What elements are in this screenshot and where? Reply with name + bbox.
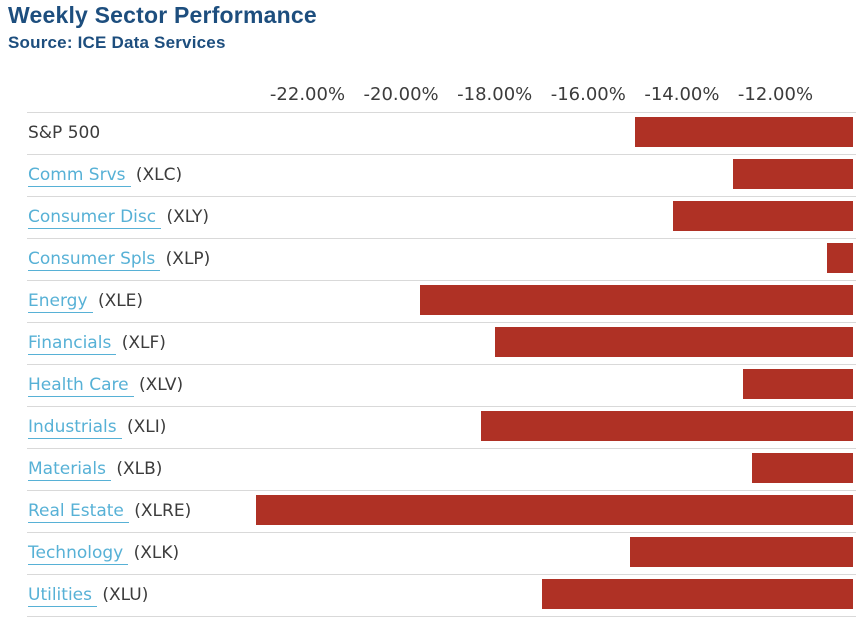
sector-ticker: (XLF) — [121, 333, 166, 353]
sector-row: Consumer Disc (XLY) — [27, 196, 856, 238]
performance-bar — [419, 285, 853, 315]
sector-row: Materials (XLB) — [27, 448, 856, 490]
sector-ticker: (XLB) — [116, 459, 163, 479]
sector-link[interactable]: Consumer Disc — [28, 207, 162, 229]
sector-row: Energy (XLE) — [27, 280, 856, 322]
sector-label: Industrials (XLI) — [28, 407, 166, 448]
sector-link[interactable]: Comm Srvs — [28, 165, 131, 187]
sector-label: Comm Srvs (XLC) — [28, 155, 182, 196]
sector-link[interactable]: Technology — [28, 543, 129, 565]
sector-ticker: (XLV) — [139, 375, 184, 395]
source-line: Source: ICE Data Services — [8, 33, 226, 52]
performance-bar — [742, 369, 853, 399]
sector-link[interactable]: Industrials — [28, 417, 122, 439]
sector-name: S&P 500 — [28, 123, 101, 143]
sector-row: Consumer Spls (XLP) — [27, 238, 856, 280]
sector-link[interactable]: Utilities — [28, 585, 97, 607]
sector-link[interactable]: Real Estate — [28, 501, 129, 523]
sector-label: Utilities (XLU) — [28, 575, 148, 616]
sector-link[interactable]: Materials — [28, 459, 111, 481]
sector-ticker: (XLY) — [166, 207, 210, 227]
performance-bar — [672, 201, 853, 231]
sector-link[interactable]: Financials — [28, 333, 117, 355]
performance-bar — [256, 495, 853, 525]
chart-rows-container: S&P 500 Comm Srvs (XLC) Consumer Disc (XLY… — [27, 112, 856, 617]
sector-label: Health Care (XLV) — [28, 365, 183, 406]
x-axis-tick-label: -16.00% — [550, 84, 626, 105]
sector-row: Comm Srvs (XLC) — [27, 154, 856, 196]
sector-label: Consumer Disc (XLY) — [28, 197, 209, 238]
sector-label: Materials (XLB) — [28, 449, 162, 490]
performance-bar — [630, 537, 853, 567]
performance-bar — [635, 117, 853, 147]
sector-ticker: (XLC) — [135, 165, 183, 185]
sector-row: Industrials (XLI) — [27, 406, 856, 448]
sector-row: Utilities (XLU) — [27, 574, 856, 617]
x-axis-tick-label: -14.00% — [644, 84, 720, 105]
sector-label: Energy (XLE) — [28, 281, 143, 322]
sector-label: Consumer Spls (XLP) — [28, 239, 210, 280]
page-title: Weekly Sector Performance — [8, 2, 317, 28]
x-axis-tick-label: -12.00% — [737, 84, 814, 105]
x-axis-tick-label: -18.00% — [457, 84, 533, 105]
sector-row: Health Care (XLV) — [27, 364, 856, 406]
x-axis-tick-label: -22.00% — [269, 84, 346, 105]
sector-ticker: (XLE) — [97, 291, 144, 311]
sector-ticker: (XLP) — [165, 249, 211, 269]
sector-ticker: (XLRE) — [134, 501, 192, 521]
sector-label: S&P 500 — [28, 113, 100, 154]
sector-row: Technology (XLK) — [27, 532, 856, 574]
sector-link[interactable]: Energy — [28, 291, 93, 313]
performance-bar — [494, 327, 853, 357]
performance-bar — [733, 159, 853, 189]
sector-label: Real Estate (XLRE) — [28, 491, 191, 532]
performance-bar — [480, 411, 853, 441]
sector-ticker: (XLU) — [102, 585, 149, 605]
sector-row: Financials (XLF) — [27, 322, 856, 364]
sector-ticker: (XLK) — [133, 543, 180, 563]
performance-bar — [752, 453, 853, 483]
sector-ticker: (XLI) — [127, 417, 167, 437]
performance-bar — [541, 579, 853, 609]
sector-label: Technology (XLK) — [28, 533, 179, 574]
sector-link[interactable]: Health Care — [28, 375, 134, 397]
x-axis-tick-label: -20.00% — [363, 84, 439, 105]
sector-row: S&P 500 — [27, 112, 856, 154]
sector-row: Real Estate (XLRE) — [27, 490, 856, 532]
sector-link[interactable]: Consumer Spls — [28, 249, 161, 271]
sector-label: Financials (XLF) — [28, 323, 166, 364]
performance-bar — [826, 243, 853, 273]
